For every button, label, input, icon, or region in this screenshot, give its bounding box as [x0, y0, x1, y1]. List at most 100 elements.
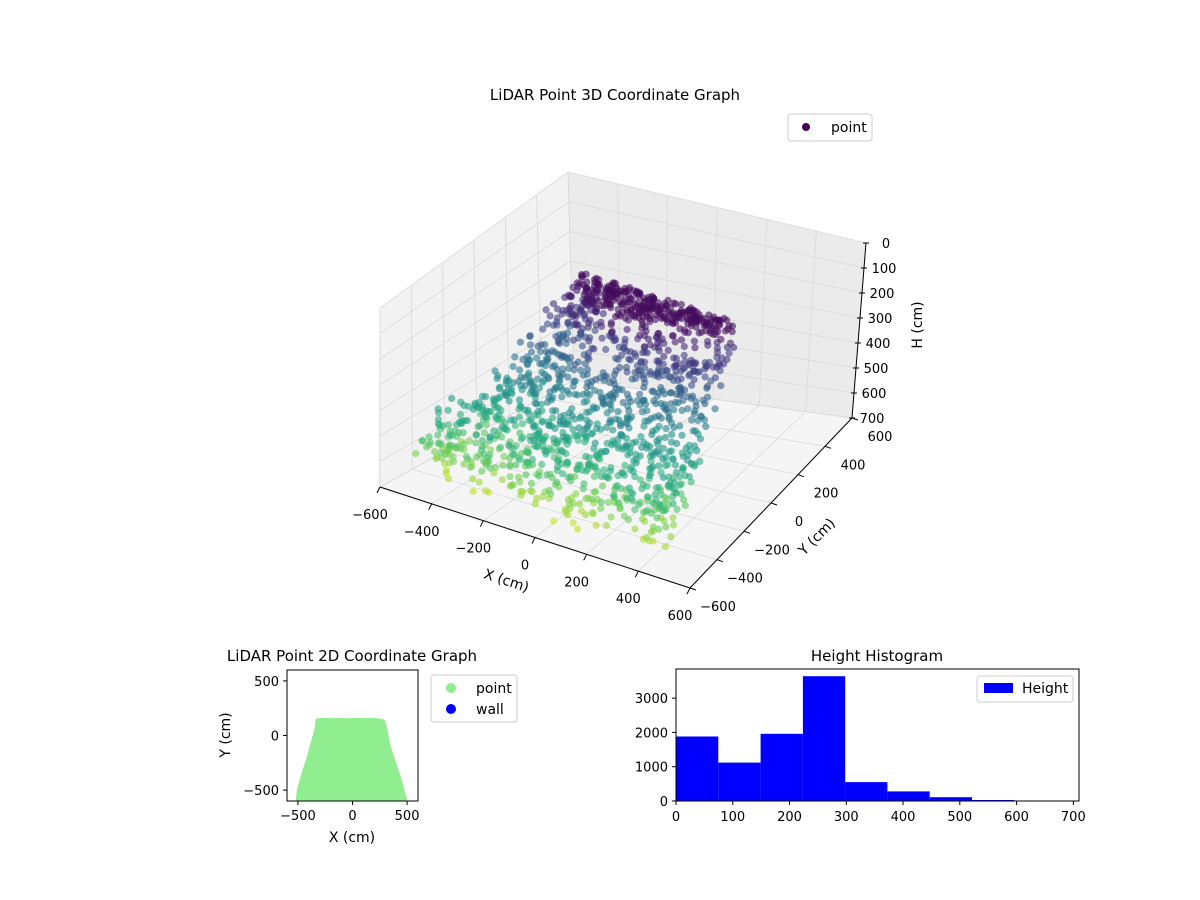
y-tick-label-2d: 0: [271, 730, 279, 745]
point-3d: [559, 470, 567, 478]
point-3d: [658, 335, 666, 343]
point-3d: [482, 413, 490, 421]
point-3d: [623, 325, 631, 334]
point-3d: [691, 360, 699, 368]
point-3d: [597, 394, 605, 402]
point-3d: [597, 425, 605, 433]
point-3d: [571, 361, 579, 369]
point-3d: [535, 472, 543, 480]
point-3d: [614, 408, 622, 416]
pane-left: [378, 172, 574, 490]
point-3d: [632, 438, 640, 446]
point-3d: [677, 367, 685, 375]
point-3d: [697, 413, 706, 421]
point-3d: [688, 381, 696, 389]
point-3d: [652, 484, 661, 492]
point-3d: [538, 418, 546, 426]
point-3d: [582, 452, 590, 460]
point-3d: [453, 443, 461, 451]
z-axis-label-3d: H (cm): [910, 301, 926, 348]
point-3d: [559, 370, 567, 378]
histogram-legend: Height: [976, 675, 1074, 703]
point-3d: [517, 403, 525, 411]
point-3d: [680, 496, 688, 504]
legend-3d-label-point: point: [831, 120, 867, 136]
point-3d: [625, 424, 633, 432]
point-3d: [670, 406, 678, 414]
point-3d: [659, 444, 667, 452]
point-3d: [693, 446, 701, 454]
point-3d: [531, 390, 539, 398]
point-3d: [598, 334, 606, 342]
point-3d: [525, 416, 533, 425]
point-3d: [591, 439, 599, 447]
point-3d: [528, 348, 536, 356]
point-3d: [585, 391, 594, 399]
point-3d: [588, 377, 596, 385]
x-tick-mark-3d: [634, 570, 639, 578]
point-3d: [506, 462, 514, 470]
point-3d: [591, 326, 599, 335]
point-3d: [528, 456, 537, 464]
point-3d: [604, 498, 613, 506]
point-3d: [538, 460, 546, 468]
point-3d: [515, 396, 524, 404]
point-3d: [597, 504, 605, 513]
point-3d: [593, 404, 601, 412]
point-3d: [480, 429, 489, 437]
legend-3d-frame: [787, 113, 873, 142]
y-tick-label-3d: 0: [795, 515, 803, 530]
point-3d: [711, 405, 719, 413]
point-3d: [667, 533, 675, 541]
point-3d: [662, 425, 670, 433]
point-3d: [631, 525, 639, 533]
point-3d: [692, 402, 700, 410]
grid-z-back: [567, 171, 867, 244]
y-tick-label-3d: −600: [700, 600, 736, 615]
point-3d: [432, 455, 440, 463]
point-3d: [583, 365, 592, 374]
point-3d: [612, 391, 620, 399]
point-3d: [457, 398, 465, 406]
histogram-title: Height Histogram: [811, 647, 943, 665]
point-3d: [465, 437, 474, 445]
point-3d: [516, 456, 524, 464]
point-3d: [655, 330, 663, 338]
point-3d: [680, 342, 688, 351]
grid-y-side: [410, 285, 413, 470]
histogram-x-tick-label: 100: [720, 810, 745, 825]
point-3d: [546, 312, 554, 320]
point-3d: [517, 435, 525, 443]
point-3d: [723, 316, 731, 324]
point-3d: [564, 329, 572, 337]
point-3d: [663, 495, 671, 503]
point-3d: [680, 351, 688, 359]
point-3d: [527, 487, 535, 495]
point-3d: [669, 332, 677, 340]
point-3d: [550, 435, 558, 443]
point-3d: [583, 408, 591, 416]
point-3d: [713, 348, 722, 356]
point-3d: [640, 375, 648, 383]
point-3d: [580, 398, 588, 406]
point-3d: [654, 447, 662, 455]
y-tick-mark-3d: [770, 502, 778, 506]
point-3d: [610, 493, 618, 501]
point-3d: [486, 433, 494, 441]
point-3d: [717, 335, 725, 343]
y-tick-mark-3d: [716, 559, 724, 563]
point-3d: [538, 359, 546, 368]
point-3d: [672, 489, 681, 497]
point-3d: [676, 481, 684, 489]
point-3d: [499, 461, 507, 469]
point-3d: [599, 482, 607, 490]
z-tick-label-3d: 200: [870, 287, 895, 302]
point-3d: [491, 367, 499, 375]
point-3d: [687, 322, 695, 330]
point-3d: [666, 479, 674, 487]
point-3d: [646, 315, 654, 323]
point-3d: [591, 488, 600, 496]
point-3d: [665, 415, 673, 423]
legend-2d-marker-wall: [446, 704, 456, 714]
point-3d: [469, 475, 477, 483]
